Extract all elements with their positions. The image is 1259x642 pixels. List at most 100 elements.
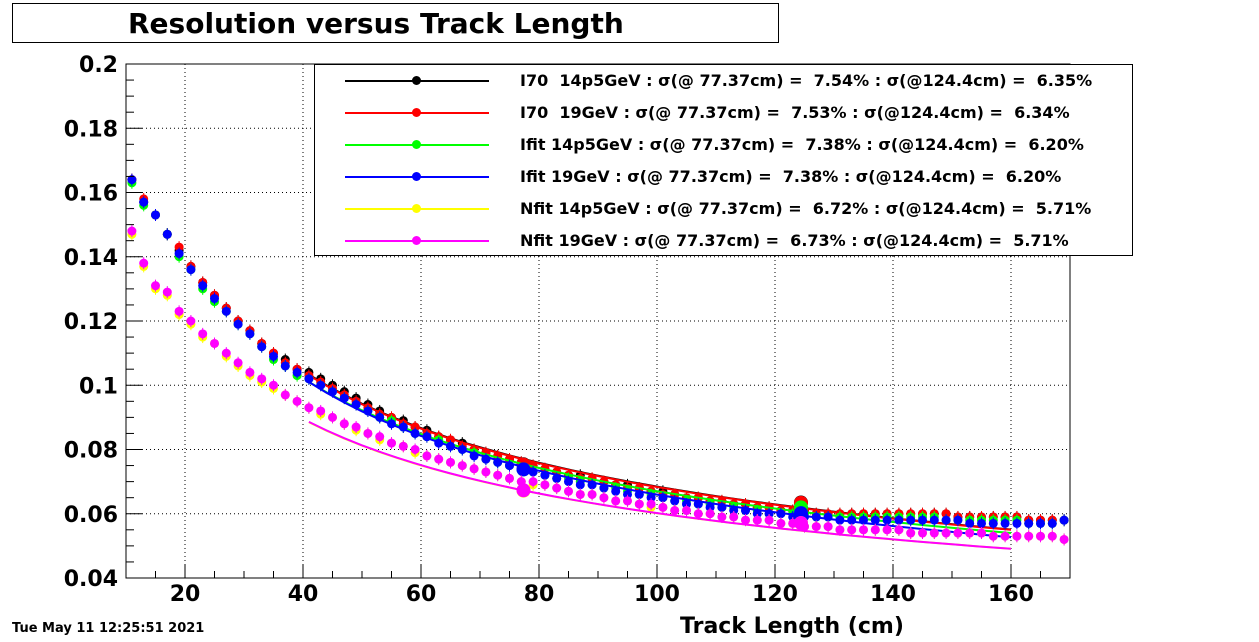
data-point bbox=[257, 342, 267, 352]
data-point bbox=[422, 451, 432, 461]
data-point bbox=[953, 528, 963, 538]
data-point bbox=[245, 367, 255, 377]
data-point bbox=[162, 287, 172, 297]
data-point bbox=[351, 400, 361, 410]
data-point bbox=[634, 489, 644, 499]
data-point bbox=[410, 428, 420, 438]
data-point bbox=[764, 515, 774, 525]
data-point bbox=[988, 531, 998, 541]
legend-entry: Ifit 14p5GeV : σ(@ 77.37cm) = 7.38% : σ(… bbox=[315, 135, 1132, 155]
data-point bbox=[552, 473, 562, 483]
data-point bbox=[587, 480, 597, 490]
data-point bbox=[646, 499, 656, 509]
data-point bbox=[870, 525, 880, 535]
data-point bbox=[174, 242, 184, 252]
data-point bbox=[505, 473, 514, 483]
y-tick-label: 0.2 bbox=[79, 53, 118, 78]
data-point bbox=[162, 229, 172, 239]
legend: I70 14p5GeV : σ(@ 77.37cm) = 7.54% : σ(@… bbox=[314, 64, 1133, 256]
data-point bbox=[422, 432, 432, 442]
data-point bbox=[646, 493, 656, 503]
data-point bbox=[328, 412, 337, 422]
data-point bbox=[870, 515, 880, 525]
data-point bbox=[906, 515, 916, 525]
y-tick-label: 0.1 bbox=[79, 374, 118, 399]
data-point bbox=[339, 393, 349, 403]
data-point bbox=[434, 454, 444, 464]
legend-label: Nfit 14p5GeV : σ(@ 77.37cm) = 6.72% : σ(… bbox=[520, 199, 1092, 218]
data-point bbox=[1047, 518, 1057, 528]
timestamp: Tue May 11 12:25:51 2021 bbox=[12, 621, 205, 636]
data-point bbox=[929, 528, 939, 538]
y-tick-label: 0.18 bbox=[64, 117, 118, 142]
data-point bbox=[351, 422, 361, 432]
data-point bbox=[186, 265, 196, 275]
data-point bbox=[552, 483, 562, 493]
data-point bbox=[139, 258, 149, 268]
data-point bbox=[127, 175, 137, 185]
data-point bbox=[623, 489, 632, 499]
y-tick-label: 0.08 bbox=[64, 439, 118, 464]
data-point bbox=[965, 518, 975, 528]
fit-curve bbox=[308, 421, 1012, 550]
data-point bbox=[835, 515, 845, 525]
y-tick-label: 0.12 bbox=[64, 310, 118, 335]
data-point bbox=[882, 525, 892, 535]
data-point bbox=[1036, 518, 1045, 528]
legend-marker-swatch bbox=[412, 236, 421, 245]
x-tick-label: 140 bbox=[870, 582, 916, 607]
data-point bbox=[918, 515, 927, 525]
data-point bbox=[233, 319, 243, 329]
data-point bbox=[516, 464, 526, 474]
data-point bbox=[151, 281, 160, 291]
data-point bbox=[1012, 518, 1022, 528]
data-point bbox=[682, 499, 691, 509]
data-point bbox=[398, 422, 408, 432]
x-tick-label: 40 bbox=[288, 582, 319, 607]
data-point bbox=[174, 306, 184, 316]
data-point bbox=[682, 506, 691, 516]
data-point bbox=[1036, 531, 1045, 541]
data-point bbox=[670, 506, 680, 516]
legend-entry: Nfit 14p5GeV : σ(@ 77.37cm) = 6.72% : σ(… bbox=[315, 199, 1132, 219]
legend-entry: I70 14p5GeV : σ(@ 77.37cm) = 7.54% : σ(@… bbox=[315, 71, 1132, 91]
data-point bbox=[977, 528, 986, 538]
legend-marker-swatch bbox=[412, 108, 421, 117]
data-point bbox=[788, 518, 798, 528]
data-point bbox=[1024, 531, 1034, 541]
data-point bbox=[363, 406, 373, 416]
fit-curve bbox=[308, 420, 1012, 550]
data-point bbox=[1047, 531, 1057, 541]
data-point bbox=[941, 515, 951, 525]
data-point bbox=[198, 281, 208, 291]
data-point bbox=[918, 528, 927, 538]
data-point bbox=[811, 522, 821, 532]
data-point bbox=[823, 522, 833, 532]
data-point bbox=[457, 461, 467, 471]
data-point bbox=[516, 477, 526, 487]
y-tick-label: 0.14 bbox=[64, 246, 118, 271]
data-point bbox=[328, 387, 337, 397]
data-point bbox=[634, 499, 644, 509]
legend-entry: Nfit 19GeV : σ(@ 77.37cm) = 6.73% : σ(@1… bbox=[315, 231, 1132, 251]
data-point bbox=[410, 445, 420, 454]
data-point bbox=[375, 412, 385, 422]
data-point bbox=[245, 329, 255, 339]
data-point bbox=[693, 499, 703, 509]
data-point bbox=[139, 197, 149, 207]
legend-marker-swatch bbox=[412, 204, 421, 213]
data-point bbox=[599, 493, 609, 503]
legend-label: I70 19GeV : σ(@ 77.37cm) = 7.53% : σ(@12… bbox=[520, 103, 1070, 122]
data-point bbox=[292, 367, 302, 377]
data-point bbox=[670, 496, 680, 506]
series-group bbox=[127, 228, 1069, 550]
data-point bbox=[729, 512, 739, 522]
data-point bbox=[528, 467, 538, 477]
data-point bbox=[1059, 534, 1069, 544]
data-point bbox=[339, 419, 349, 429]
legend-label: Nfit 19GeV : σ(@ 77.37cm) = 6.73% : σ(@1… bbox=[520, 231, 1069, 250]
x-tick-label: 100 bbox=[634, 582, 680, 607]
data-point bbox=[316, 406, 326, 416]
data-point bbox=[811, 512, 821, 522]
